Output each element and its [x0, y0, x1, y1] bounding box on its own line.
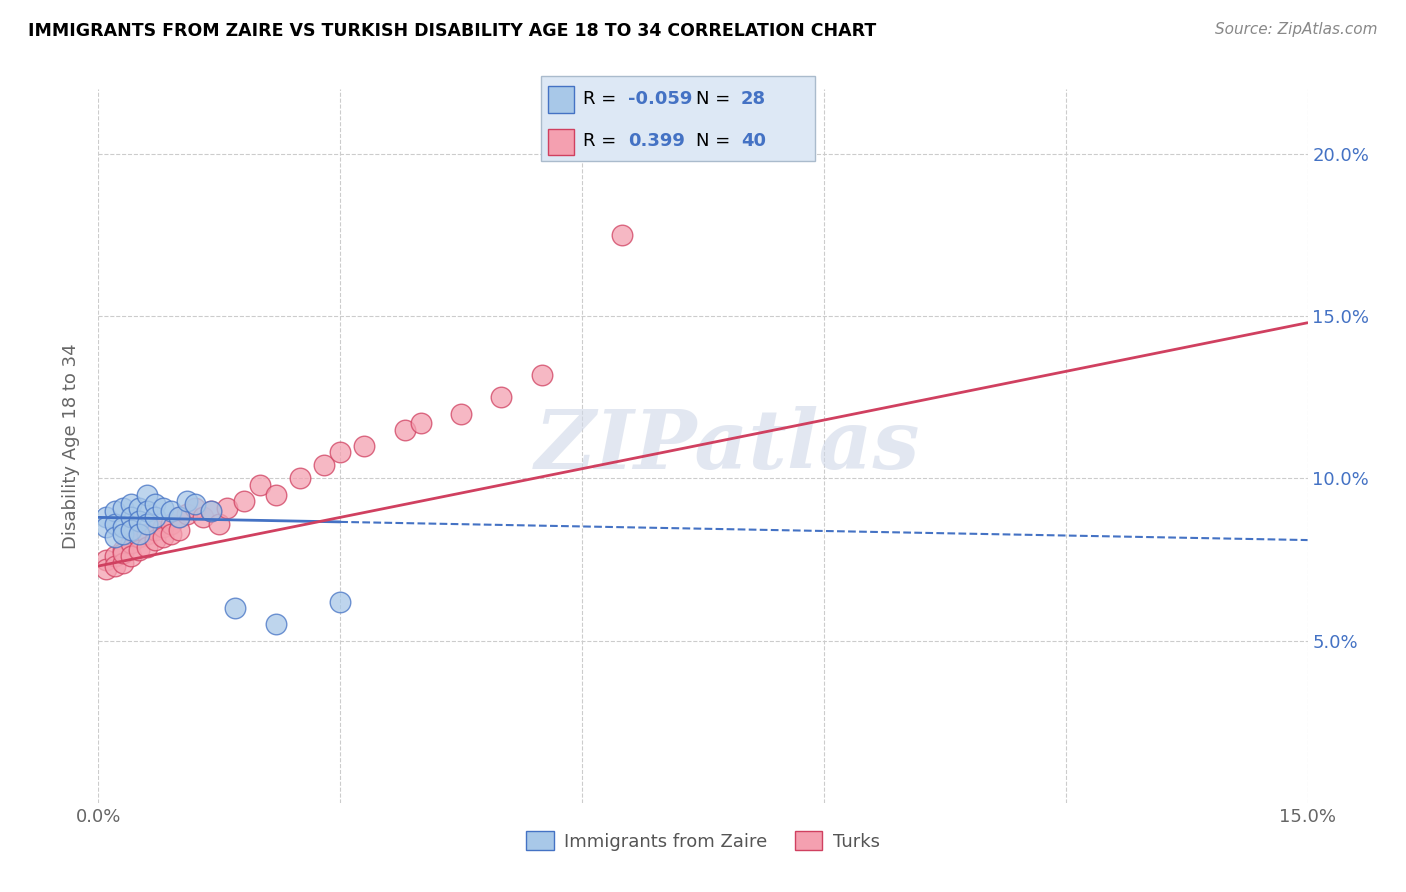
Point	[128, 514, 150, 528]
Text: 0.399: 0.399	[628, 132, 685, 150]
Point	[329, 595, 352, 609]
Point	[96, 552, 118, 566]
Point	[288, 471, 311, 485]
Point	[96, 562, 118, 576]
Point	[111, 526, 134, 541]
Point	[314, 458, 336, 473]
Point	[249, 478, 271, 492]
Point	[224, 601, 246, 615]
Point	[176, 507, 198, 521]
Point	[103, 549, 125, 564]
Point	[135, 504, 157, 518]
Point	[176, 494, 198, 508]
Point	[530, 368, 553, 382]
Point	[193, 510, 215, 524]
Point	[167, 510, 190, 524]
Point	[111, 520, 134, 534]
Point	[111, 500, 134, 515]
Point	[120, 524, 142, 538]
Point	[160, 516, 183, 531]
Point	[135, 516, 157, 531]
Point	[167, 524, 190, 538]
Point	[128, 542, 150, 557]
Point	[167, 510, 190, 524]
Point	[143, 524, 166, 538]
Point	[217, 500, 239, 515]
Text: R =: R =	[583, 90, 623, 108]
Point	[128, 500, 150, 515]
Point	[135, 488, 157, 502]
Point	[409, 417, 432, 431]
Point	[152, 520, 174, 534]
Point	[353, 439, 375, 453]
Point	[394, 423, 416, 437]
Point	[143, 533, 166, 547]
Text: 40: 40	[741, 132, 766, 150]
Point	[120, 536, 142, 550]
Point	[264, 488, 287, 502]
Point	[491, 390, 513, 404]
Point	[264, 617, 287, 632]
Text: N =: N =	[696, 90, 735, 108]
Point	[111, 556, 134, 570]
Point	[96, 510, 118, 524]
Text: Source: ZipAtlas.com: Source: ZipAtlas.com	[1215, 22, 1378, 37]
Text: ZIPatlas: ZIPatlas	[534, 406, 920, 486]
Point	[152, 500, 174, 515]
Point	[135, 540, 157, 554]
Point	[111, 546, 134, 560]
Point	[152, 530, 174, 544]
Point	[111, 542, 134, 557]
Point	[143, 510, 166, 524]
Point	[103, 559, 125, 574]
Point	[208, 516, 231, 531]
Point	[200, 504, 222, 518]
Point	[612, 228, 634, 243]
Point	[200, 504, 222, 518]
Point	[143, 497, 166, 511]
Text: -0.059: -0.059	[628, 90, 693, 108]
Point	[160, 526, 183, 541]
Point	[184, 500, 207, 515]
Point	[120, 510, 142, 524]
Point	[96, 520, 118, 534]
Point	[232, 494, 254, 508]
Point	[120, 549, 142, 564]
Point	[103, 516, 125, 531]
Point	[135, 526, 157, 541]
Point	[128, 530, 150, 544]
Point	[329, 445, 352, 459]
Text: IMMIGRANTS FROM ZAIRE VS TURKISH DISABILITY AGE 18 TO 34 CORRELATION CHART: IMMIGRANTS FROM ZAIRE VS TURKISH DISABIL…	[28, 22, 876, 40]
Text: N =: N =	[696, 132, 735, 150]
Point	[120, 497, 142, 511]
Y-axis label: Disability Age 18 to 34: Disability Age 18 to 34	[62, 343, 80, 549]
Text: 28: 28	[741, 90, 766, 108]
Point	[160, 504, 183, 518]
Legend: Immigrants from Zaire, Turks: Immigrants from Zaire, Turks	[519, 824, 887, 858]
Point	[128, 526, 150, 541]
Point	[184, 497, 207, 511]
Point	[450, 407, 472, 421]
Text: R =: R =	[583, 132, 623, 150]
Point	[103, 530, 125, 544]
Point	[103, 504, 125, 518]
